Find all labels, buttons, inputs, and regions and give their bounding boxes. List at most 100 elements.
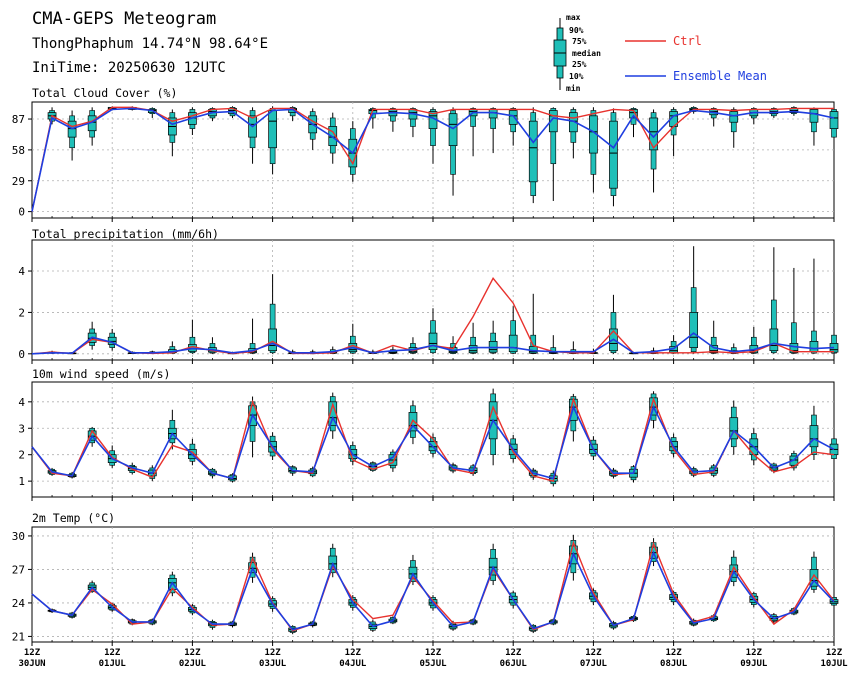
box-inner <box>729 417 739 440</box>
x-hour-label: 12Z <box>665 648 682 658</box>
x-hour-label: 12Z <box>104 648 121 658</box>
ensemble-box <box>328 112 338 164</box>
ensemble-box <box>107 328 117 351</box>
panel-temperature: 2m Temp (°C) 21 24 27 30 <box>12 511 839 646</box>
x-date-label: 05JUL <box>419 659 447 669</box>
panel-cloud-cover: Total Cloud Cover (%) 0 29 58 87 <box>12 86 839 222</box>
panel-title: Total Cloud Cover (%) <box>32 86 177 100</box>
x-hour-label: 12Z <box>746 648 763 658</box>
ensemble-box <box>87 321 97 350</box>
x-hour-label: 12Z <box>425 648 442 658</box>
ensemble-box <box>348 323 358 354</box>
ensemble-box <box>168 109 177 157</box>
ensemble-box <box>67 110 77 161</box>
location-label: ThongPhaphum 14.74°N 98.64°E <box>32 36 268 52</box>
ensemble-box <box>168 409 177 450</box>
x-hour-label: 12Z <box>585 648 602 658</box>
x-hour-label: 12Z <box>345 648 362 658</box>
panel-title: 2m Temp (°C) <box>32 511 115 525</box>
ensemble-box <box>508 306 518 354</box>
box-inner <box>809 569 819 587</box>
x-date-label: 02JUL <box>179 659 207 669</box>
box-inner <box>268 110 277 149</box>
ensemble-box <box>488 107 498 154</box>
x-hour-label: 12Z <box>826 648 843 658</box>
ensemble-box <box>528 107 538 204</box>
ensemble-box <box>388 449 398 472</box>
legend-label-p75: 75% <box>572 37 587 46</box>
legend-box-sample <box>553 18 567 90</box>
x-date-label: 10JUL <box>820 659 848 669</box>
x-hour-label: 12Z <box>184 648 201 658</box>
ensemble-box <box>308 108 318 150</box>
panel-title: 10m wind speed (m/s) <box>32 367 170 381</box>
legend-label-max: max <box>566 13 581 22</box>
y-tick-label: 3 <box>18 422 25 435</box>
panel-wind-speed: 10m wind speed (m/s) 1 2 3 4 <box>18 367 839 501</box>
box-inner <box>809 109 819 123</box>
y-tick-label: 29 <box>12 175 25 188</box>
box-inner <box>769 328 779 352</box>
x-date-label: 30JUN <box>18 659 45 669</box>
legend-label-median: median <box>572 48 601 58</box>
ensemble-box <box>729 400 739 455</box>
box-inner <box>568 112 578 133</box>
box-inner <box>548 110 558 133</box>
legend-label-p25: 25% <box>572 60 587 69</box>
chart-title: CMA-GEPS Meteogram <box>32 9 216 29</box>
x-hour-label: 12Z <box>505 648 522 658</box>
ensemble-box <box>268 274 277 354</box>
legend-mean-label: Ensemble Mean <box>673 69 767 83</box>
box-inner <box>528 120 538 183</box>
x-date-label: 03JUL <box>259 659 287 669</box>
legend-ctrl-label: Ctrl <box>673 34 702 48</box>
box-inner <box>428 332 438 351</box>
ensemble-box <box>248 318 257 354</box>
ensemble-box <box>689 246 699 354</box>
ensemble-box <box>248 107 257 164</box>
ensemble-box <box>388 107 398 132</box>
x-hour-label: 12Z <box>264 648 281 658</box>
x-date-label: 07JUL <box>580 659 608 669</box>
box-inner <box>789 343 799 354</box>
ensemble-box <box>488 320 498 354</box>
ensemble-box <box>268 106 277 175</box>
x-axis-labels: 12Z30JUN12Z01JUL12Z02JUL12Z03JUL12Z04JUL… <box>18 648 848 669</box>
y-tick-label: 0 <box>18 206 25 219</box>
box-outer <box>550 108 557 165</box>
ensemble-box <box>649 109 658 193</box>
ctrl-line <box>31 106 834 212</box>
x-date-label: 06JUL <box>500 659 528 669</box>
box-outer <box>791 322 797 354</box>
ensemble-box <box>809 405 819 460</box>
ensemble-box <box>568 107 578 159</box>
box-inner <box>468 345 478 354</box>
y-tick-label: 21 <box>12 630 25 643</box>
y-tick-label: 58 <box>12 144 25 157</box>
init-time-label: IniTime: 20250630 12UTC <box>32 60 226 76</box>
ensemble-box <box>769 247 779 354</box>
x-date-label: 04JUL <box>339 659 367 669</box>
ensemble-box <box>669 335 678 354</box>
box-inner <box>328 126 338 146</box>
y-tick-label: 1 <box>18 475 25 488</box>
ensemble-box <box>408 107 418 138</box>
ensemble-box <box>428 107 438 164</box>
ensemble-box <box>729 107 739 148</box>
legend: max 90% 75% median 25% 10% min Ctrl Ense… <box>553 13 767 93</box>
ensemble-box <box>609 108 618 207</box>
ensemble-box <box>609 294 618 354</box>
y-tick-label: 24 <box>12 597 26 610</box>
x-date-label: 09JUL <box>740 659 768 669</box>
box-outer <box>490 108 496 129</box>
box-inner <box>508 110 518 125</box>
box-inner <box>488 341 498 353</box>
ensemble-box <box>468 322 478 354</box>
ensemble-box <box>328 392 338 439</box>
box-inner <box>729 111 739 123</box>
ensemble-mean-line <box>31 332 835 355</box>
box-outer <box>269 303 276 354</box>
y-tick-label: 2 <box>18 306 25 319</box>
ctrl-line <box>31 396 835 482</box>
